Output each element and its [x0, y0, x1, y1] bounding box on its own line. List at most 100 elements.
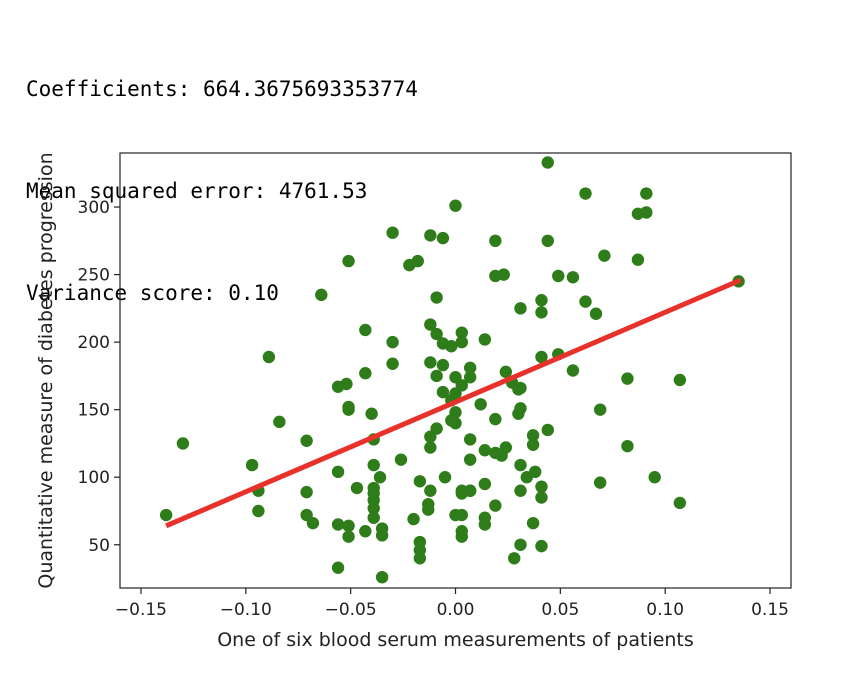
x-tick-label: 0.05 [541, 600, 579, 620]
mse-line: Mean squared error: 4761.53 [26, 179, 368, 203]
x-tick-label: −0.10 [220, 600, 272, 620]
data-point [514, 484, 527, 497]
data-point [497, 268, 510, 281]
data-point [455, 326, 468, 339]
y-tick-label: 300 [78, 198, 110, 218]
data-point [300, 434, 313, 447]
data-point [541, 156, 554, 169]
data-point [342, 254, 355, 268]
data-point [514, 458, 527, 472]
x-tick-label: 0.00 [437, 600, 475, 620]
data-point [342, 403, 355, 416]
data-point [463, 453, 477, 466]
data-point [489, 234, 502, 248]
data-point [499, 441, 513, 454]
data-point [430, 327, 443, 341]
data-point [673, 496, 687, 510]
y-tick-label: 200 [78, 333, 110, 353]
data-point [407, 512, 420, 526]
data-point [489, 499, 502, 512]
data-point [262, 350, 276, 364]
data-point [373, 471, 387, 484]
data-point [424, 484, 437, 497]
data-point [340, 377, 353, 391]
data-point [430, 291, 443, 304]
data-point [342, 519, 355, 533]
data-point [422, 503, 435, 516]
x-axis: −0.15 −0.10 −0.05 0.00 0.05 0.10 0.15 [115, 588, 789, 620]
regression-line-layer [165, 277, 742, 529]
data-point [455, 508, 468, 522]
data-point [463, 361, 477, 374]
x-axis-label: One of six blood serum measurements of p… [217, 629, 694, 651]
data-point [424, 318, 437, 331]
data-point [359, 525, 372, 538]
data-point [535, 350, 548, 364]
x-tick-label: 0.10 [646, 600, 684, 620]
data-point [640, 187, 653, 200]
variance-line: Variance score: 0.10 [26, 281, 279, 305]
data-point [394, 453, 408, 466]
data-point [315, 288, 328, 302]
data-point [541, 234, 554, 248]
data-point [566, 364, 580, 377]
data-point [424, 441, 437, 454]
data-point [478, 444, 492, 457]
plot-frame [119, 152, 792, 589]
data-point [631, 253, 645, 266]
data-point [514, 402, 527, 415]
x-tick-label: 0.15 [751, 600, 789, 620]
data-point [367, 511, 380, 524]
data-point [449, 199, 462, 212]
data-point [526, 429, 540, 442]
data-point [413, 475, 427, 488]
coefficients-line: Coefficients: 664.3675693353774 [26, 77, 418, 101]
y-tick-label: 150 [78, 401, 110, 421]
data-point [386, 335, 399, 349]
data-point [430, 422, 443, 435]
data-point [535, 306, 548, 319]
data-point [566, 271, 580, 284]
data-point [331, 518, 345, 531]
data-point [535, 294, 548, 307]
data-point [463, 433, 477, 446]
data-point [640, 206, 653, 219]
data-point [535, 480, 548, 493]
data-point [375, 529, 389, 542]
data-point [436, 358, 450, 372]
data-point [489, 412, 502, 426]
data-point [306, 516, 320, 530]
data-point [367, 458, 380, 472]
data-point [526, 516, 540, 530]
data-point [438, 471, 452, 484]
data-point [621, 372, 634, 385]
data-point [331, 465, 345, 479]
data-point [436, 385, 450, 399]
data-point [508, 552, 521, 565]
y-tick-label: 50 [88, 536, 110, 556]
y-tick-label: 250 [78, 266, 110, 286]
data-point [365, 407, 378, 420]
data-point [449, 406, 462, 419]
data-point [367, 502, 380, 515]
data-point [579, 187, 592, 200]
data-point [455, 335, 468, 349]
data-point [273, 415, 286, 429]
data-point [552, 269, 565, 283]
y-axis: 50 100 150 200 250 300 [78, 198, 120, 556]
data-point [245, 458, 259, 472]
data-point [252, 504, 265, 518]
data-point [593, 403, 607, 416]
data-point [413, 552, 427, 565]
data-point [342, 530, 355, 543]
data-point [535, 491, 548, 504]
data-point [478, 477, 492, 491]
data-point [589, 307, 603, 320]
data-point [474, 398, 487, 411]
data-point [331, 561, 345, 574]
data-point [359, 367, 372, 380]
data-point [598, 249, 611, 262]
x-tick-label: −0.05 [325, 600, 377, 620]
data-point [445, 339, 458, 353]
